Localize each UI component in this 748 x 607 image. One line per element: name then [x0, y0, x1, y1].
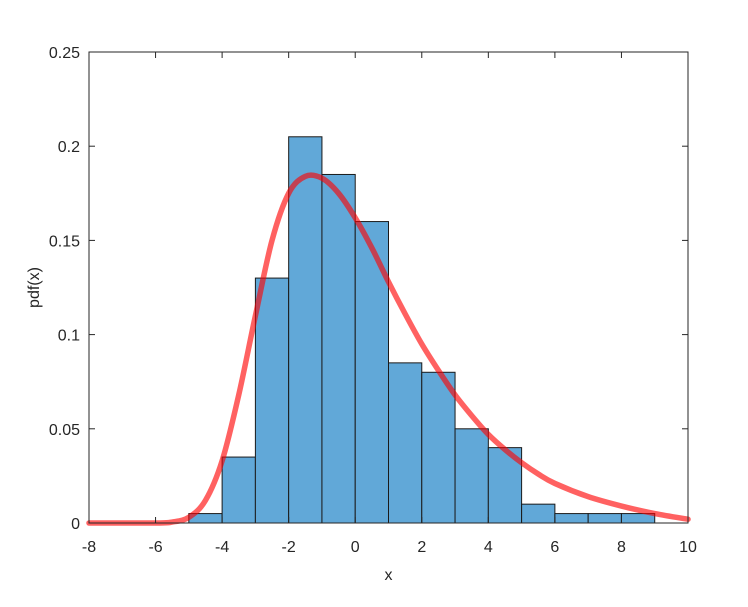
- histogram-bar: [587, 513, 622, 524]
- pdf-curve: [86, 172, 691, 526]
- histogram-bars: [188, 136, 656, 524]
- x-tick-label: 6: [550, 539, 559, 556]
- histogram-bar: [321, 173, 356, 524]
- histogram-bar: [421, 371, 456, 524]
- x-axis: -8 -6 -4 -2 0 2 4 6 8 10: [82, 52, 697, 556]
- histogram-bar: [254, 277, 290, 524]
- y-tick-label: 0: [71, 516, 80, 533]
- x-tick-label: -2: [282, 539, 296, 556]
- y-tick-label: 0.25: [49, 45, 80, 62]
- x-axis-label: x: [385, 567, 393, 584]
- y-axis: 0 0.05 0.1 0.15 0.2 0.25: [49, 45, 688, 533]
- x-tick-label: 8: [617, 539, 626, 556]
- histogram-bar: [388, 362, 423, 524]
- y-tick-label: 0.15: [49, 233, 80, 250]
- x-tick-label: -8: [82, 539, 96, 556]
- y-tick-label: 0.2: [58, 139, 80, 156]
- x-tick-label: -4: [215, 539, 229, 556]
- histogram-bar: [521, 503, 556, 524]
- x-tick-label: 0: [351, 539, 360, 556]
- x-tick-label: -6: [148, 539, 162, 556]
- x-tick-label: 4: [484, 539, 493, 556]
- plot-frame: [88, 51, 689, 524]
- x-tick-label: 2: [417, 539, 426, 556]
- histogram-bar: [454, 428, 489, 524]
- y-axis-label: pdf(x): [26, 267, 43, 308]
- histogram-bar: [221, 456, 256, 524]
- x-tick-label: 10: [679, 539, 697, 556]
- y-tick-label: 0.05: [49, 422, 80, 439]
- y-tick-label: 0.1: [58, 328, 80, 345]
- histogram-bar: [554, 513, 589, 524]
- histogram-bar: [288, 136, 323, 524]
